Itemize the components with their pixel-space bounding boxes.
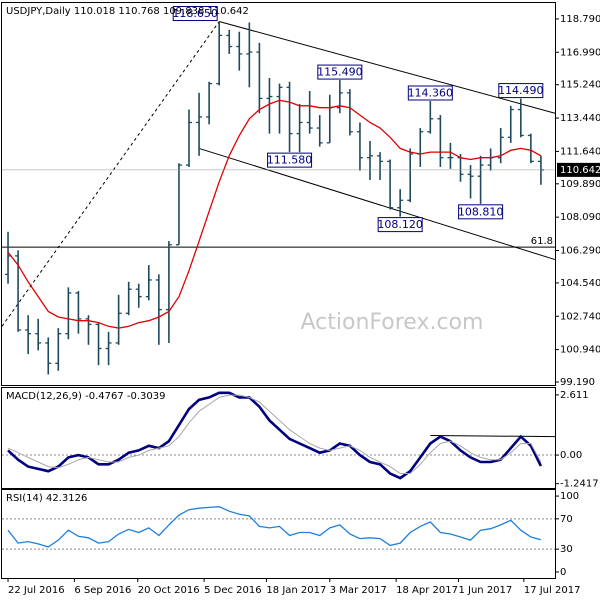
y-tick-label: 118.790 (560, 14, 600, 25)
x-tick-label: 6 Sep 2016 (74, 585, 131, 596)
last-price-box (557, 162, 600, 177)
y-tick-label: 108.090 (560, 212, 600, 223)
x-tick-label: 22 Jul 2016 (8, 585, 65, 596)
y-tick-label: 109.890 (560, 179, 600, 190)
level-label: 61.8 (531, 236, 553, 247)
series-line (7, 506, 542, 548)
y-tick-label: 102.740 (560, 311, 600, 322)
x-tick-label: 3 Mar 2017 (330, 585, 387, 596)
annotation-box (377, 217, 423, 233)
x-tick-label: 18 Apr 2017 (396, 585, 458, 596)
y-tick-label: 111.640 (560, 146, 600, 157)
x-tick-label: 17 Jul 2017 (524, 585, 581, 596)
watermark: ActionForex.com (301, 310, 484, 335)
rsi-panel (1, 489, 556, 579)
trendline (1, 21, 220, 327)
y-tick-label: 99.190 (560, 377, 595, 388)
annotation-label: 115.490 (317, 66, 363, 79)
y-tick-label: 0.00 (560, 450, 582, 461)
trendline (430, 434, 556, 438)
price-panel (1, 2, 556, 386)
macd-panel (1, 387, 556, 489)
panel-title: USDJPY,Daily 110.018 110.768 109.838 110… (6, 6, 249, 17)
x-tick-label: 18 Jan 2017 (266, 585, 326, 596)
x-tick-label: 1 Jun 2017 (458, 585, 512, 596)
annotation-label: 111.580 (267, 154, 313, 167)
y-tick-label: 0 (560, 567, 566, 578)
annotation-box (267, 152, 313, 168)
annotation-box (458, 204, 504, 220)
annotation-label: 108.810 (458, 205, 504, 218)
annotation-box (317, 64, 363, 80)
x-tick-label: 20 Oct 2016 (138, 585, 200, 596)
y-tick-label: 115.240 (560, 80, 600, 91)
y-tick-label: 2.611 (560, 390, 589, 401)
annotation-box (407, 85, 453, 101)
annotation-label: 114.490 (498, 84, 544, 97)
y-tick-label: 100.940 (560, 345, 600, 356)
annotation-label: 114.360 (408, 87, 454, 100)
annotation-box (498, 83, 544, 99)
y-tick-label: 106.290 (560, 246, 600, 257)
panel-title: MACD(12,26,9) -0.4767 -0.3039 (6, 391, 166, 402)
y-tick-label: 100 (560, 491, 579, 502)
y-tick-label: 30 (560, 544, 573, 555)
series-line (7, 394, 542, 474)
y-tick-label: 104.540 (560, 278, 600, 289)
trendline (198, 147, 556, 261)
series-line (7, 99, 542, 329)
y-tick-label: 116.990 (560, 47, 600, 58)
annotation-box (172, 6, 218, 22)
y-tick-label: -1.2417 (560, 479, 599, 490)
panel-title: RSI(14) 42.3126 (6, 493, 87, 504)
y-tick-label: 113.440 (560, 113, 600, 124)
y-tick-label: 70 (560, 514, 573, 525)
series-line (7, 391, 543, 480)
last-price-label: 110.642 (560, 165, 600, 176)
annotation-label: 118.650 (172, 7, 218, 20)
x-tick-label: 5 Dec 2016 (204, 585, 262, 596)
annotation-label: 108.120 (377, 218, 423, 231)
